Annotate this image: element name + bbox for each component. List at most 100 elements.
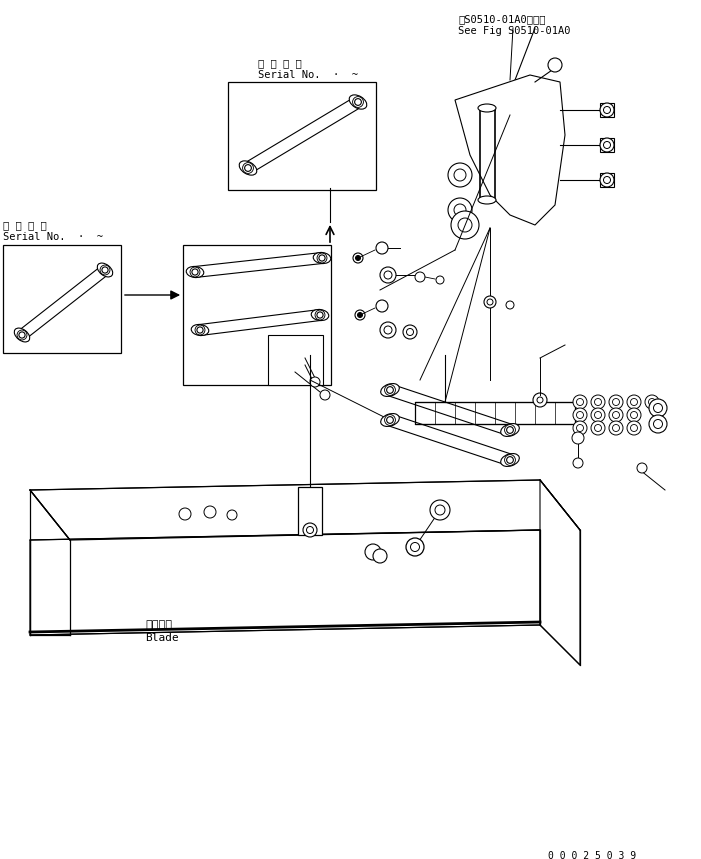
Circle shape	[653, 404, 662, 412]
Circle shape	[403, 325, 417, 339]
Circle shape	[355, 310, 365, 320]
Circle shape	[604, 176, 611, 184]
Ellipse shape	[97, 263, 113, 277]
Circle shape	[376, 300, 388, 312]
Circle shape	[411, 543, 419, 551]
Text: ブレード: ブレード	[145, 620, 172, 630]
Circle shape	[454, 204, 466, 216]
Ellipse shape	[501, 423, 519, 436]
Ellipse shape	[349, 94, 367, 109]
Circle shape	[380, 267, 396, 283]
Ellipse shape	[381, 413, 400, 426]
Circle shape	[484, 296, 496, 308]
Circle shape	[435, 505, 445, 515]
Circle shape	[448, 198, 472, 222]
Circle shape	[573, 408, 587, 422]
Circle shape	[613, 399, 620, 405]
Ellipse shape	[313, 253, 331, 264]
Circle shape	[573, 421, 587, 435]
Circle shape	[600, 173, 614, 187]
Circle shape	[572, 432, 584, 444]
Circle shape	[387, 417, 393, 423]
Circle shape	[320, 390, 330, 400]
Circle shape	[576, 399, 583, 405]
Text: 適 用 号 機: 適 用 号 機	[3, 220, 47, 230]
Circle shape	[533, 393, 547, 407]
Polygon shape	[19, 265, 109, 339]
Circle shape	[376, 242, 388, 254]
Circle shape	[591, 395, 605, 409]
Ellipse shape	[501, 454, 519, 466]
Circle shape	[102, 267, 108, 273]
Bar	[415, 402, 575, 424]
Polygon shape	[30, 480, 580, 540]
Circle shape	[591, 421, 605, 435]
Circle shape	[319, 255, 325, 261]
Circle shape	[353, 253, 363, 263]
Circle shape	[204, 506, 216, 518]
Polygon shape	[388, 384, 512, 436]
Circle shape	[387, 387, 393, 393]
Circle shape	[507, 457, 513, 463]
Polygon shape	[388, 414, 512, 466]
Bar	[600, 173, 614, 187]
Circle shape	[506, 301, 514, 309]
Circle shape	[227, 510, 237, 520]
Circle shape	[454, 169, 466, 181]
Circle shape	[630, 411, 637, 418]
Circle shape	[365, 544, 381, 560]
Ellipse shape	[478, 104, 496, 112]
Bar	[228, 82, 376, 190]
Circle shape	[645, 395, 659, 409]
Circle shape	[600, 138, 614, 152]
Circle shape	[380, 322, 396, 338]
Circle shape	[306, 527, 313, 533]
Circle shape	[548, 58, 562, 72]
Circle shape	[303, 523, 317, 537]
Circle shape	[415, 272, 425, 282]
Circle shape	[436, 276, 444, 284]
Circle shape	[653, 419, 662, 429]
Circle shape	[573, 395, 587, 409]
Circle shape	[192, 269, 198, 275]
Circle shape	[637, 463, 647, 473]
Circle shape	[537, 397, 543, 403]
Circle shape	[576, 411, 583, 418]
Bar	[298, 487, 322, 535]
Ellipse shape	[239, 161, 257, 175]
Polygon shape	[455, 75, 565, 225]
Circle shape	[594, 424, 601, 431]
Circle shape	[451, 211, 479, 239]
Circle shape	[630, 399, 637, 405]
Circle shape	[576, 424, 583, 431]
Circle shape	[448, 163, 472, 187]
Ellipse shape	[381, 384, 400, 397]
Circle shape	[627, 421, 641, 435]
Circle shape	[609, 395, 623, 409]
Circle shape	[609, 421, 623, 435]
Circle shape	[407, 328, 414, 336]
Ellipse shape	[14, 328, 29, 342]
Circle shape	[604, 107, 611, 113]
Circle shape	[648, 399, 655, 405]
Circle shape	[384, 271, 392, 279]
Text: Serial No.  ·  ~: Serial No. · ~	[258, 70, 358, 80]
Circle shape	[19, 332, 25, 338]
Text: See Fig S0510-01A0: See Fig S0510-01A0	[458, 26, 571, 36]
Circle shape	[507, 427, 513, 433]
Circle shape	[197, 327, 203, 333]
Ellipse shape	[191, 325, 209, 336]
Circle shape	[358, 313, 362, 318]
Circle shape	[317, 312, 323, 318]
Circle shape	[627, 395, 641, 409]
Circle shape	[604, 142, 611, 149]
Text: 0 0 0 2 5 0 3 9: 0 0 0 2 5 0 3 9	[548, 851, 636, 859]
Circle shape	[310, 377, 320, 387]
Ellipse shape	[186, 266, 204, 277]
Circle shape	[609, 408, 623, 422]
Circle shape	[179, 508, 191, 520]
Circle shape	[627, 408, 641, 422]
Circle shape	[406, 538, 424, 556]
Polygon shape	[245, 97, 361, 174]
Circle shape	[245, 165, 252, 171]
